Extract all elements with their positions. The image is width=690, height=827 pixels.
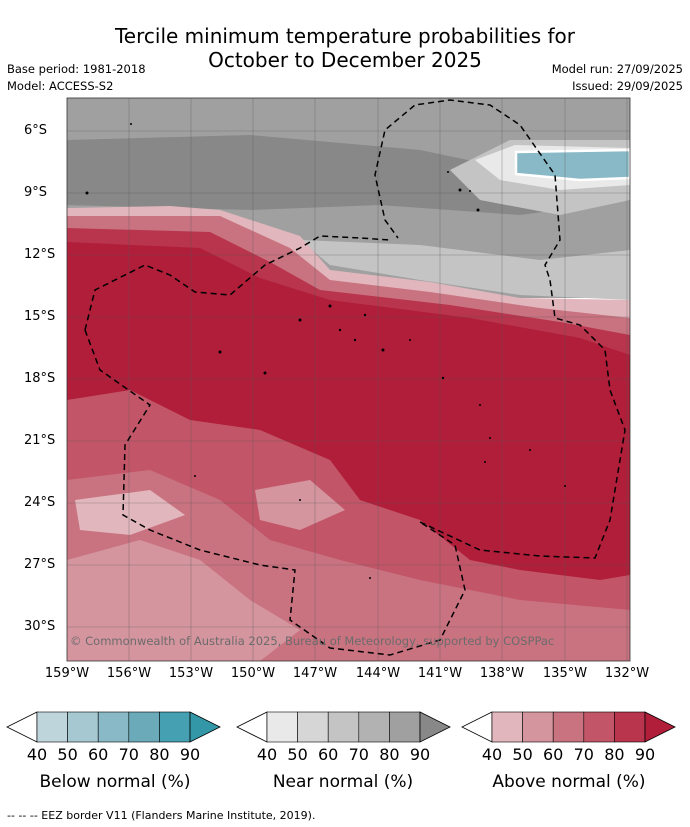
legend-above-swatch (522, 711, 554, 743)
legend-above-title: Above normal (%) (492, 772, 646, 792)
lat-label: 21°S (24, 433, 56, 448)
base-period: Base period: 1981-2018 (7, 62, 146, 76)
legend-below-normal (6, 711, 221, 743)
legend-above-swatch (583, 711, 615, 743)
legend-near-tick: 70 (348, 745, 369, 764)
legend-near-normal (236, 711, 451, 743)
legend-near-tick: 80 (379, 745, 400, 764)
lat-label: 6°S (24, 123, 48, 138)
legend-near-title: Near normal (%) (272, 772, 414, 792)
lon-label: 153°W (168, 666, 214, 681)
legend-below-swatch (159, 711, 191, 743)
legend-near-swatch (358, 711, 390, 743)
eez-source-note: -- -- -- EEZ border V11 (Flanders Marine… (7, 809, 316, 822)
legend-below-swatch (128, 711, 160, 743)
legend-below-swatch (97, 711, 130, 743)
legend-near-tick: 60 (318, 745, 339, 764)
legend-below-tick: 50 (57, 745, 78, 764)
legend-near-tick: 90 (409, 745, 431, 764)
legend-near-tick: 40 (256, 745, 278, 764)
lon-label: 141°W (417, 666, 463, 681)
lon-label: 135°W (542, 666, 588, 681)
map-frame (66, 97, 631, 662)
legend-above-tick: 70 (573, 745, 594, 764)
lat-label: 9°S (24, 185, 48, 200)
legend-below-tick: 70 (118, 745, 139, 764)
legend-near-swatch (266, 711, 298, 743)
map-title-line-1: Tercile minimum temperature probabilitie… (114, 24, 576, 48)
legend-near-swatch (389, 711, 421, 743)
legend-above-normal (461, 711, 676, 743)
legend-above-tick: 50 (512, 745, 533, 764)
graticule (67, 98, 630, 661)
map-field (67, 98, 630, 661)
legend-above-tick: 80 (604, 745, 625, 764)
lon-label: 150°W (230, 666, 276, 681)
legend-above-tick: 40 (481, 745, 503, 764)
legend-below-max-arrow (189, 711, 221, 743)
lat-label: 30°S (24, 619, 56, 634)
lon-label: 156°W (106, 666, 152, 681)
lon-label: 132°W (604, 666, 650, 681)
lat-label: 24°S (24, 495, 56, 510)
map-title-line-2: October to December 2025 (208, 48, 482, 72)
islands (85, 123, 566, 579)
legend-below-tick: 60 (88, 745, 109, 764)
model-name: Model: ACCESS-S2 (7, 79, 114, 93)
lat-label: 12°S (24, 247, 56, 262)
lat-label: 18°S (24, 371, 56, 386)
lat-label: 27°S (24, 557, 56, 572)
legend-below-swatch (36, 711, 68, 743)
legend-below-min-arrow (6, 711, 38, 743)
legend-near-swatch (297, 711, 329, 743)
lon-label: 144°W (355, 666, 401, 681)
legend-near-max-arrow (419, 711, 451, 743)
legend-near-swatch (327, 711, 360, 743)
legend-above-min-arrow (461, 711, 493, 743)
legend-below-tick: 80 (149, 745, 170, 764)
legend-below-tick: 90 (179, 745, 201, 764)
legend-near-tick: 50 (287, 745, 308, 764)
lon-label: 159°W (44, 666, 90, 681)
legend-above-swatch (491, 711, 523, 743)
legend-below-swatch (67, 711, 99, 743)
legend-below-tick: 40 (26, 745, 48, 764)
lon-label: 138°W (479, 666, 525, 681)
copyright-notice: © Commonwealth of Australia 2025, Bureau… (70, 634, 555, 648)
issued-date: Issued: 29/09/2025 (572, 79, 683, 93)
legend-below-title: Below normal (%) (39, 772, 191, 792)
lat-label: 15°S (24, 309, 56, 324)
above-normal-50-southwest (67, 540, 300, 661)
eez-border (84, 99, 626, 656)
legend-above-max-arrow (644, 711, 676, 743)
legend-above-tick: 60 (543, 745, 564, 764)
legend-above-swatch (552, 711, 585, 743)
above-normal-40-patch (75, 490, 185, 535)
legend-above-tick: 90 (634, 745, 656, 764)
lon-label: 147°W (292, 666, 338, 681)
legend-above-swatch (614, 711, 646, 743)
above-normal-50-patch (255, 480, 345, 530)
legend-near-min-arrow (236, 711, 268, 743)
model-run: Model run: 27/09/2025 (551, 62, 683, 76)
below-normal-patch (514, 148, 630, 182)
